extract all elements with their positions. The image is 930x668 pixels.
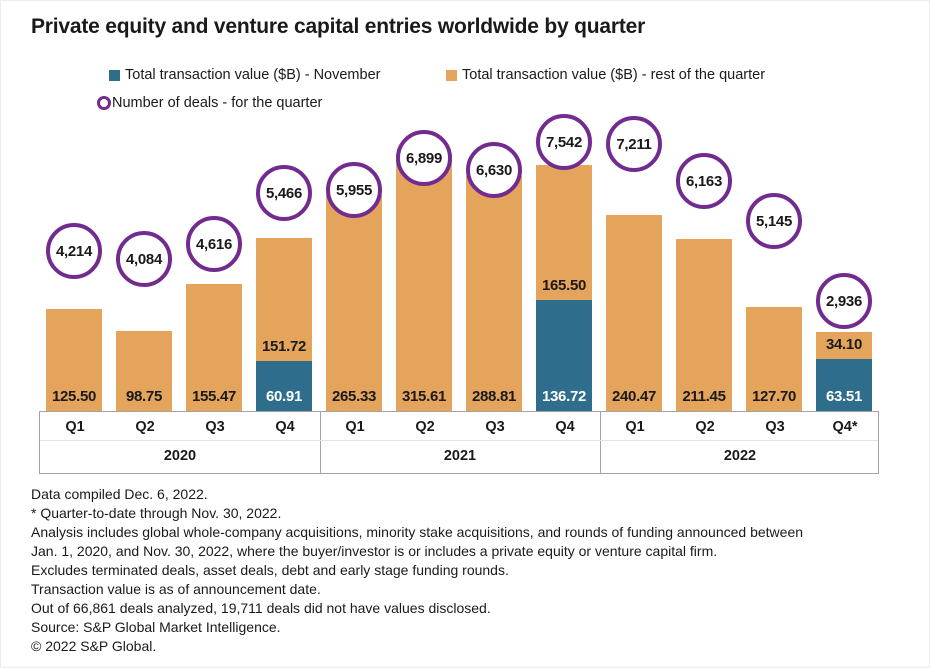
axis-midline [40, 440, 878, 441]
footnote-line: Analysis includes global whole-company a… [31, 524, 804, 540]
legend-square-november-icon [109, 69, 120, 81]
footnotes: Data compiled Dec. 6, 2022. * Quarter-to… [31, 485, 803, 656]
bar-value-november: 63.51 [825, 388, 863, 405]
bar-segment-rest [816, 331, 872, 360]
quarter-label: Q4* [832, 419, 858, 435]
bar-segment-november [816, 359, 872, 411]
footnote-line: © 2022 S&P Global. [31, 638, 157, 654]
axis-divider [320, 412, 321, 473]
bar-segment-november [536, 299, 592, 411]
footnote-line: Jan. 1, 2020, and Nov. 30, 2022, where t… [31, 543, 718, 559]
deals-circle: 7,542 [536, 114, 592, 170]
quarter-label: Q3 [485, 419, 505, 435]
bar-value-rest: 165.50 [541, 276, 587, 294]
bar-value-november: 136.72 [541, 388, 587, 405]
bar-segment-november [256, 361, 312, 411]
footnote-line: Transaction value is as of announcement … [31, 581, 321, 597]
axis-divider [600, 412, 601, 473]
bar-value-rest: 98.75 [125, 388, 163, 405]
bar-segment-rest [606, 215, 662, 411]
legend-label-rest-of-quarter: Total transaction value ($B) - rest of t… [462, 67, 766, 83]
deals-circle: 5,466 [256, 165, 312, 221]
bar-segment-rest [676, 238, 732, 411]
footnote-line: Excludes terminated deals, asset deals, … [31, 562, 509, 578]
bar-value-rest: 288.81 [471, 388, 517, 405]
quarter-label: Q3 [205, 419, 225, 435]
deals-circle: 5,955 [326, 162, 382, 218]
legend-square-rest-icon [446, 69, 457, 81]
plot-area: 125.50 4,214 98.75 4,084 155.47 4,616 60.91 151… [1, 1, 929, 411]
quarter-label: Q4 [275, 419, 295, 435]
deals-circle: 5,145 [746, 193, 802, 249]
quarter-label: Q2 [135, 419, 155, 435]
deals-circle: 4,616 [186, 216, 242, 272]
bar-segment-rest [326, 194, 382, 411]
deals-circle: 6,899 [396, 130, 452, 186]
bar-segment-rest [746, 307, 802, 411]
bar-segment-rest [46, 308, 102, 411]
legend-item-rest-of-quarter: Total transaction value ($B) - rest of t… [446, 67, 765, 83]
bar-value-rest: 265.33 [331, 388, 377, 405]
quarter-label: Q3 [765, 419, 785, 435]
year-label: 2020 [163, 448, 197, 464]
bar-value-rest: 125.50 [51, 388, 97, 405]
quarter-label: Q2 [695, 419, 715, 435]
bar-segment-rest [396, 154, 452, 411]
bar-segment-rest [256, 237, 312, 362]
bar-value-rest: 151.72 [261, 338, 307, 356]
bar-value-rest: 155.47 [191, 388, 237, 405]
footnote-line: Out of 66,861 deals analyzed, 19,711 dea… [31, 600, 491, 616]
bar-value-rest: 211.45 [682, 388, 726, 405]
quarter-label: Q1 [345, 419, 365, 435]
quarter-label: Q4 [555, 419, 575, 435]
bar-value-november: 60.91 [265, 388, 303, 405]
chart-title: Private equity and venture capital entri… [31, 15, 646, 38]
bar-segment-rest [116, 330, 172, 411]
deals-circle: 6,630 [466, 142, 522, 198]
bar-segment-rest [536, 164, 592, 300]
bar-value-rest: 240.47 [611, 388, 657, 405]
bar-value-rest: 34.10 [825, 336, 863, 354]
legend-label-deals: Number of deals - for the quarter [112, 95, 323, 111]
legend-item-november: Total transaction value ($B) - November [109, 67, 380, 83]
year-label: 2022 [723, 448, 757, 464]
deals-circle: 7,211 [606, 116, 662, 172]
quarter-label: Q1 [65, 419, 85, 435]
quarter-label: Q1 [625, 419, 645, 435]
year-label: 2021 [443, 448, 477, 464]
axis-box: Q1 Q2 Q3 Q4 Q1 Q2 Q3 Q4 Q1 Q2 Q3 Q4* 2020 2021 2022 [39, 411, 879, 474]
deals-circle: 6,163 [676, 153, 732, 209]
bar-value-rest: 315.61 [401, 388, 447, 405]
bar-segment-rest [186, 284, 242, 411]
deals-circle: 4,214 [46, 223, 102, 279]
legend-item-deals: Number of deals - for the quarter [97, 95, 322, 111]
legend-ring-deals-icon [97, 96, 111, 110]
bar-value-rest: 127.70 [751, 388, 797, 405]
footnote-line: Data compiled Dec. 6, 2022. [31, 486, 208, 502]
quarter-label: Q2 [415, 419, 435, 435]
footnote-line: Source: S&P Global Market Intelligence. [31, 619, 281, 635]
footnote-line: * Quarter-to-date through Nov. 30, 2022. [31, 505, 282, 521]
deals-circle: 4,084 [116, 231, 172, 287]
legend-label-november: Total transaction value ($B) - November [125, 67, 381, 83]
bar-segment-rest [466, 175, 522, 411]
deals-circle: 2,936 [816, 273, 872, 329]
